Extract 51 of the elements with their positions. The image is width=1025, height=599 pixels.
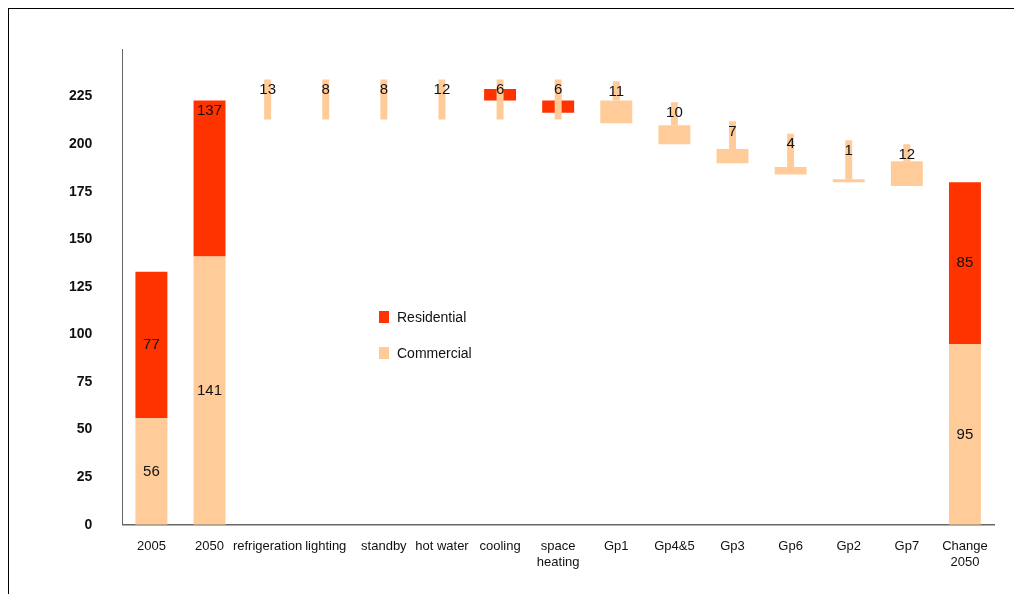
data-label: 85 — [956, 253, 974, 271]
annotation: 6 — [495, 80, 505, 98]
x-tick-label: Gp6 — [778, 538, 803, 554]
bar — [193, 256, 226, 525]
annotation: 11 — [608, 82, 625, 99]
y-tick-label: 75 — [76, 372, 93, 389]
y-tick-label: 25 — [76, 468, 93, 485]
x-tick-label: 2050 — [195, 538, 224, 554]
annotation: 8 — [379, 80, 389, 98]
annotation: 12 — [433, 80, 451, 98]
y-tick-label: 150 — [69, 230, 93, 247]
x-tick-label: refrigeration — [232, 538, 303, 554]
legend-label: Commercial — [397, 345, 472, 361]
y-tick-label: 100 — [69, 325, 93, 342]
x-tick-label: Gp3 — [720, 538, 745, 554]
bar — [948, 182, 981, 344]
data-label: 95 — [956, 424, 974, 442]
y-tick-label: 175 — [69, 182, 93, 199]
data-label: 141 — [197, 380, 223, 398]
y-tick-label: 225 — [69, 87, 93, 104]
annotation: 13 — [259, 80, 276, 98]
y-tick-label: 125 — [69, 277, 93, 294]
bar — [193, 100, 226, 257]
y-tick-label: 0 — [84, 515, 93, 532]
y-tick-label: 50 — [76, 420, 93, 437]
annotation: 137 — [197, 101, 223, 119]
x-tick-label: 2005 — [136, 538, 166, 554]
x-tick-label: Gp4&5 — [654, 538, 695, 554]
bar — [948, 344, 981, 525]
x-tick-label: standby — [361, 538, 408, 554]
data-label: 77 — [143, 335, 160, 353]
annotation: 6 — [554, 80, 563, 98]
x-tick-label: lighting — [305, 538, 347, 554]
bar — [135, 271, 168, 419]
annotation: 10 — [666, 102, 683, 120]
x-tick-label: cooling — [479, 538, 521, 554]
bar — [135, 418, 168, 525]
x-tick-label: Gp1 — [604, 538, 629, 554]
annotation: 8 — [321, 80, 330, 98]
x-tick-label: Change 2050 — [942, 538, 988, 569]
x-tick-label: Gp7 — [894, 538, 920, 554]
x-tick-label: space heating — [536, 538, 580, 569]
data-label: 56 — [143, 461, 160, 479]
y-tick-label: 200 — [69, 135, 93, 152]
annotation: 1 — [844, 140, 853, 158]
annotation: 7 — [728, 121, 737, 139]
legend-label: Residential — [397, 309, 467, 325]
x-tick-label: Gp2 — [836, 538, 862, 554]
annotation: 12 — [898, 144, 916, 162]
x-tick-label: hot water — [415, 538, 470, 554]
annotation: 4 — [786, 134, 795, 152]
